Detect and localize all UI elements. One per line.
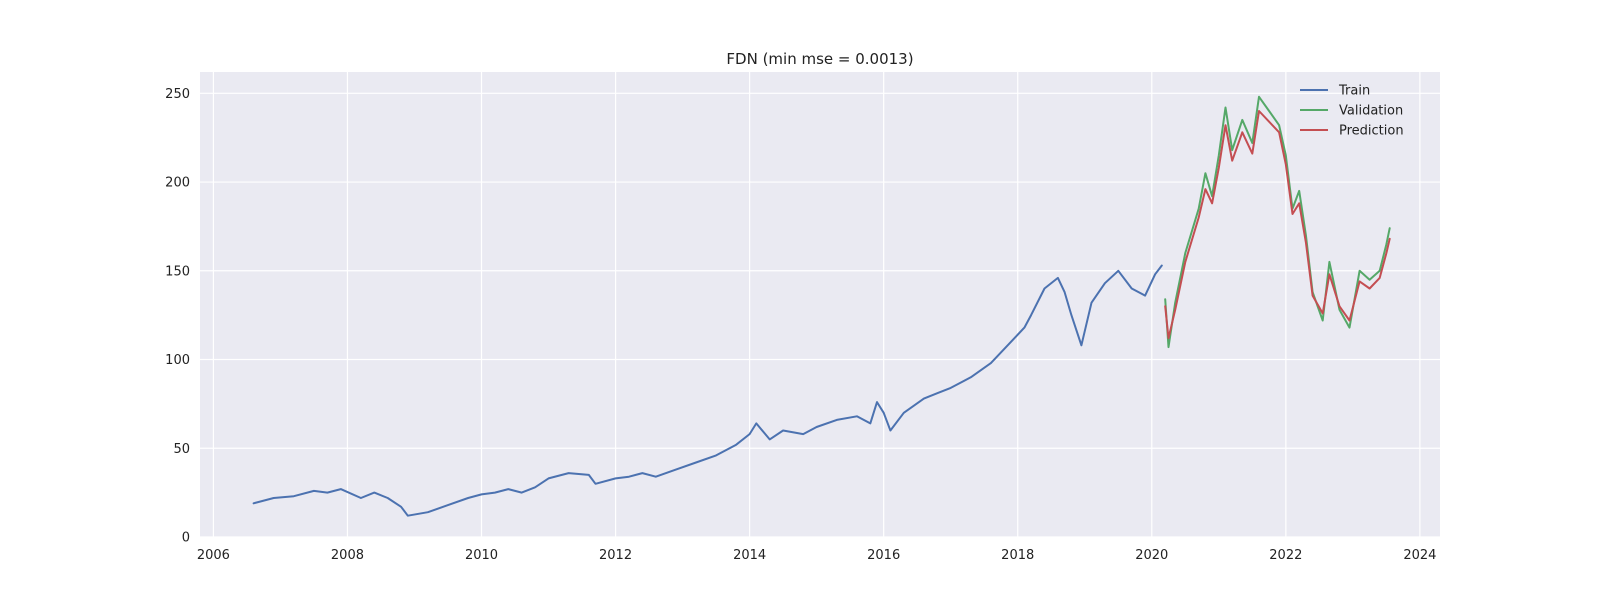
x-tick-label: 2008 [331, 548, 364, 563]
x-tick-label: 2014 [733, 548, 766, 563]
legend-label: Validation [1339, 104, 1403, 119]
legend-label: Train [1338, 84, 1370, 99]
y-tick-label: 0 [182, 531, 190, 546]
y-tick-label: 200 [165, 176, 190, 191]
series-layer [252, 95, 1391, 517]
chart-title: FDN (min mse = 0.0013) [726, 50, 913, 68]
legend: Train Validation Prediction [1300, 84, 1404, 139]
series-line-prediction [1164, 110, 1391, 340]
y-tick-label: 250 [165, 87, 190, 102]
series-line-train [252, 264, 1163, 517]
x-tick-label: 2020 [1135, 548, 1168, 563]
y-tick-label: 100 [165, 353, 190, 368]
legend-label: Prediction [1339, 124, 1404, 139]
grid-lines [200, 72, 1440, 538]
x-tick-label: 2022 [1269, 548, 1302, 563]
y-tick-label: 50 [173, 442, 190, 457]
axis-ticks: 2006 2008 2010 2012 2014 2016 2018 2020 2022 2024… [165, 87, 1436, 563]
x-tick-label: 2012 [599, 548, 632, 563]
x-tick-label: 2010 [465, 548, 498, 563]
x-tick-label: 2016 [867, 548, 900, 563]
x-tick-label: 2024 [1403, 548, 1436, 563]
x-tick-label: 2018 [1001, 548, 1034, 563]
y-tick-label: 150 [165, 264, 190, 279]
x-tick-label: 2006 [197, 548, 230, 563]
